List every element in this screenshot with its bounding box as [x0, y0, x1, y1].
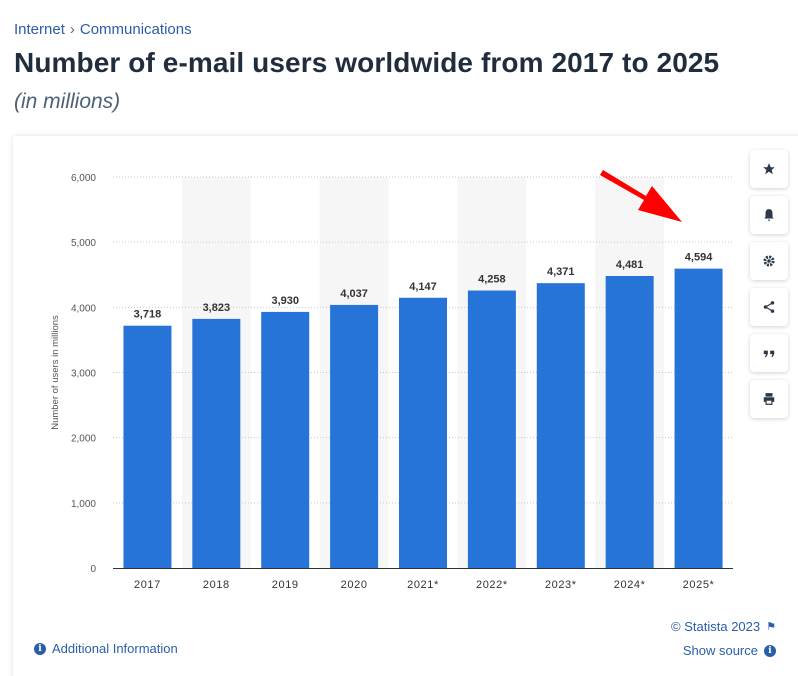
y-axis-title: Number of users in millions	[50, 315, 61, 430]
info-icon: i	[764, 644, 776, 657]
bar	[467, 290, 516, 568]
y-tick-label: 6,000	[71, 173, 96, 184]
bar	[123, 325, 172, 568]
data-label: 3,823	[203, 302, 231, 314]
y-tick-label: 5,000	[71, 238, 96, 249]
print-button[interactable]	[750, 380, 788, 418]
x-tick-label: 2017	[134, 579, 161, 591]
bell-icon	[764, 209, 774, 221]
x-tick-label: 2022*	[476, 579, 508, 591]
y-tick-label: 3,000	[71, 369, 96, 380]
x-tick-label: 2020	[341, 579, 368, 591]
star-icon	[763, 163, 775, 175]
y-tick-label: 1,000	[71, 499, 96, 510]
bar	[399, 297, 447, 568]
breadcrumb-communications[interactable]: Communications	[79, 21, 192, 38]
chart-tools	[750, 150, 788, 426]
x-tick-label: 2024*	[614, 579, 646, 591]
data-label: 3,718	[134, 309, 162, 321]
data-label: 4,481	[616, 259, 644, 271]
breadcrumb: Internet › Communications	[14, 21, 192, 38]
share-button[interactable]	[750, 288, 788, 326]
bar	[674, 268, 723, 568]
data-label: 3,930	[271, 295, 299, 307]
x-tick-label: 2023*	[545, 579, 577, 591]
x-tick-label: 2021*	[407, 579, 439, 591]
x-tick-label: 2025*	[683, 579, 715, 591]
breadcrumb-internet[interactable]: Internet	[14, 21, 65, 38]
flag-icon: ⚑	[766, 621, 776, 633]
additional-information-link[interactable]: i Additional Information	[34, 641, 178, 656]
data-label: 4,594	[685, 252, 713, 264]
info-icon: i	[34, 642, 46, 655]
y-tick-label: 2,000	[71, 434, 96, 445]
annotation-arrow	[600, 170, 682, 222]
y-tick-label: 0	[90, 564, 96, 575]
data-label: 4,147	[409, 281, 437, 293]
show-source-label: Show source	[682, 643, 758, 658]
breadcrumb-separator: ›	[69, 21, 75, 38]
data-label: 4,037	[340, 288, 368, 300]
quote-icon	[763, 350, 775, 358]
notification-button[interactable]	[750, 196, 788, 234]
page-title: Number of e-mail users worldwide from 20…	[14, 47, 720, 78]
data-label: 4,258	[478, 274, 506, 286]
settings-button[interactable]	[750, 242, 788, 280]
x-tick-label: 2018	[203, 579, 230, 591]
copyright-label: © Statista 2023	[671, 619, 761, 634]
x-tick-label: 2019	[272, 579, 299, 591]
print-icon	[763, 393, 775, 405]
bar	[330, 304, 379, 568]
bar	[605, 275, 654, 568]
favorite-button[interactable]	[750, 150, 788, 188]
y-tick-label: 4,000	[71, 303, 96, 314]
data-label: 4,371	[547, 266, 575, 278]
bar	[261, 311, 310, 568]
page-subtitle: (in millions)	[14, 90, 121, 113]
gear-icon	[763, 255, 775, 267]
bar	[536, 283, 585, 568]
additional-information-label: Additional Information	[52, 641, 178, 656]
share-icon	[763, 301, 775, 313]
copyright-link[interactable]: © Statista 2023 ⚑	[671, 619, 776, 634]
cite-button[interactable]	[750, 334, 788, 372]
show-source-link[interactable]: Show source i	[683, 643, 776, 658]
bar	[192, 318, 241, 568]
